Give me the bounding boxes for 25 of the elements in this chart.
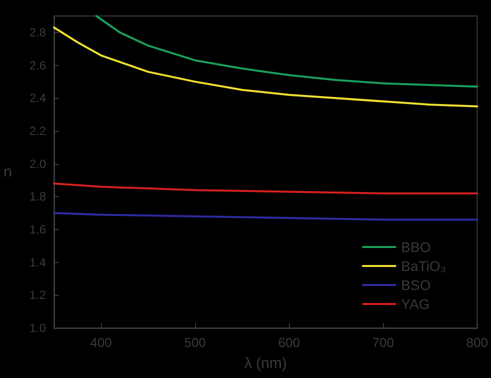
x-axis-title: λ (nm): [244, 355, 287, 372]
x-tick-label: 500: [184, 335, 206, 350]
y-tick-label: 2.2: [29, 124, 46, 138]
line-series: [53, 26, 478, 108]
line-series: [95, 15, 478, 88]
y-tick-label: 2.4: [29, 91, 46, 106]
y-tick-label: 1.8: [29, 190, 46, 204]
x-tick-label: 600: [278, 335, 300, 350]
line-series: [53, 212, 478, 221]
y-tick-label: 2.6: [29, 58, 46, 72]
x-tick-label: 400: [90, 335, 112, 350]
y-tick-label: 1.2: [29, 288, 46, 302]
y-tick-label: 1.6: [29, 222, 46, 236]
legend-label: BBO: [401, 239, 431, 255]
y-tick-label: 2.8: [29, 25, 46, 40]
legend-label: BSO: [401, 277, 431, 293]
y-axis-title: n: [4, 164, 12, 180]
y-tick-label: 1.0: [29, 321, 46, 335]
legend-label: BaTiO₃: [401, 258, 446, 274]
line-series: [53, 182, 478, 194]
x-tick-label: 800: [466, 335, 488, 350]
x-tick-label: 700: [372, 335, 394, 350]
y-tick-label: 1.4: [29, 255, 46, 270]
legend-label: YAG: [401, 296, 430, 312]
y-tick-label: 2.0: [29, 156, 46, 171]
